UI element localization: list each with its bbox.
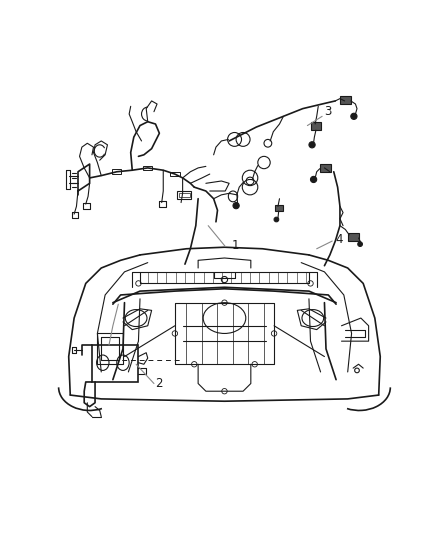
Bar [143, 166, 152, 170]
Bar [340, 96, 351, 104]
Bar [179, 192, 190, 197]
Circle shape [274, 217, 279, 222]
Text: 2: 2 [155, 377, 163, 390]
Text: 4: 4 [336, 233, 343, 246]
Bar [320, 164, 331, 172]
Circle shape [233, 203, 239, 209]
Bar [170, 172, 180, 176]
Circle shape [311, 176, 317, 182]
Bar [311, 123, 321, 130]
Circle shape [351, 113, 357, 119]
Bar [112, 169, 121, 174]
Bar [348, 233, 359, 241]
Bar [275, 205, 283, 211]
Text: 1: 1 [231, 239, 239, 252]
Circle shape [358, 242, 362, 246]
Circle shape [309, 142, 315, 148]
Bar [92, 345, 138, 382]
Text: 3: 3 [325, 105, 332, 118]
Bar [177, 191, 191, 199]
